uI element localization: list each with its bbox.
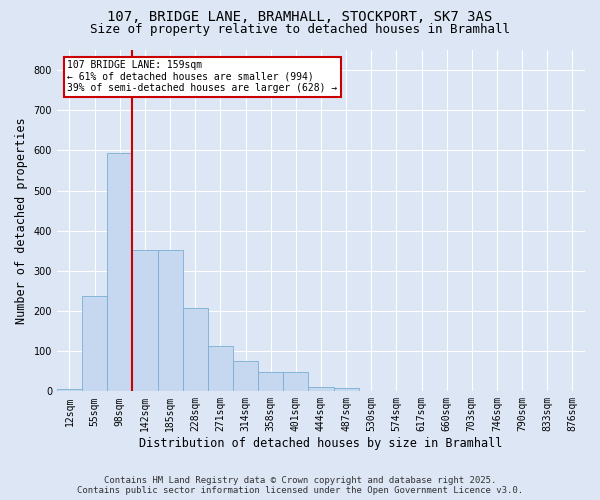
Bar bbox=[208, 346, 233, 392]
Bar bbox=[233, 361, 258, 392]
Bar bbox=[57, 390, 82, 392]
Bar bbox=[334, 388, 359, 392]
Bar bbox=[82, 296, 107, 392]
Bar bbox=[308, 388, 334, 392]
Y-axis label: Number of detached properties: Number of detached properties bbox=[15, 118, 28, 324]
Bar bbox=[133, 250, 158, 392]
Text: 107, BRIDGE LANE, BRAMHALL, STOCKPORT, SK7 3AS: 107, BRIDGE LANE, BRAMHALL, STOCKPORT, S… bbox=[107, 10, 493, 24]
Bar bbox=[283, 372, 308, 392]
Text: Contains HM Land Registry data © Crown copyright and database right 2025.
Contai: Contains HM Land Registry data © Crown c… bbox=[77, 476, 523, 495]
Bar bbox=[182, 308, 208, 392]
Text: Size of property relative to detached houses in Bramhall: Size of property relative to detached ho… bbox=[90, 22, 510, 36]
Bar bbox=[158, 250, 182, 392]
Text: 107 BRIDGE LANE: 159sqm
← 61% of detached houses are smaller (994)
39% of semi-d: 107 BRIDGE LANE: 159sqm ← 61% of detache… bbox=[67, 60, 338, 94]
Bar bbox=[107, 153, 133, 392]
Bar bbox=[258, 372, 283, 392]
X-axis label: Distribution of detached houses by size in Bramhall: Distribution of detached houses by size … bbox=[139, 437, 503, 450]
